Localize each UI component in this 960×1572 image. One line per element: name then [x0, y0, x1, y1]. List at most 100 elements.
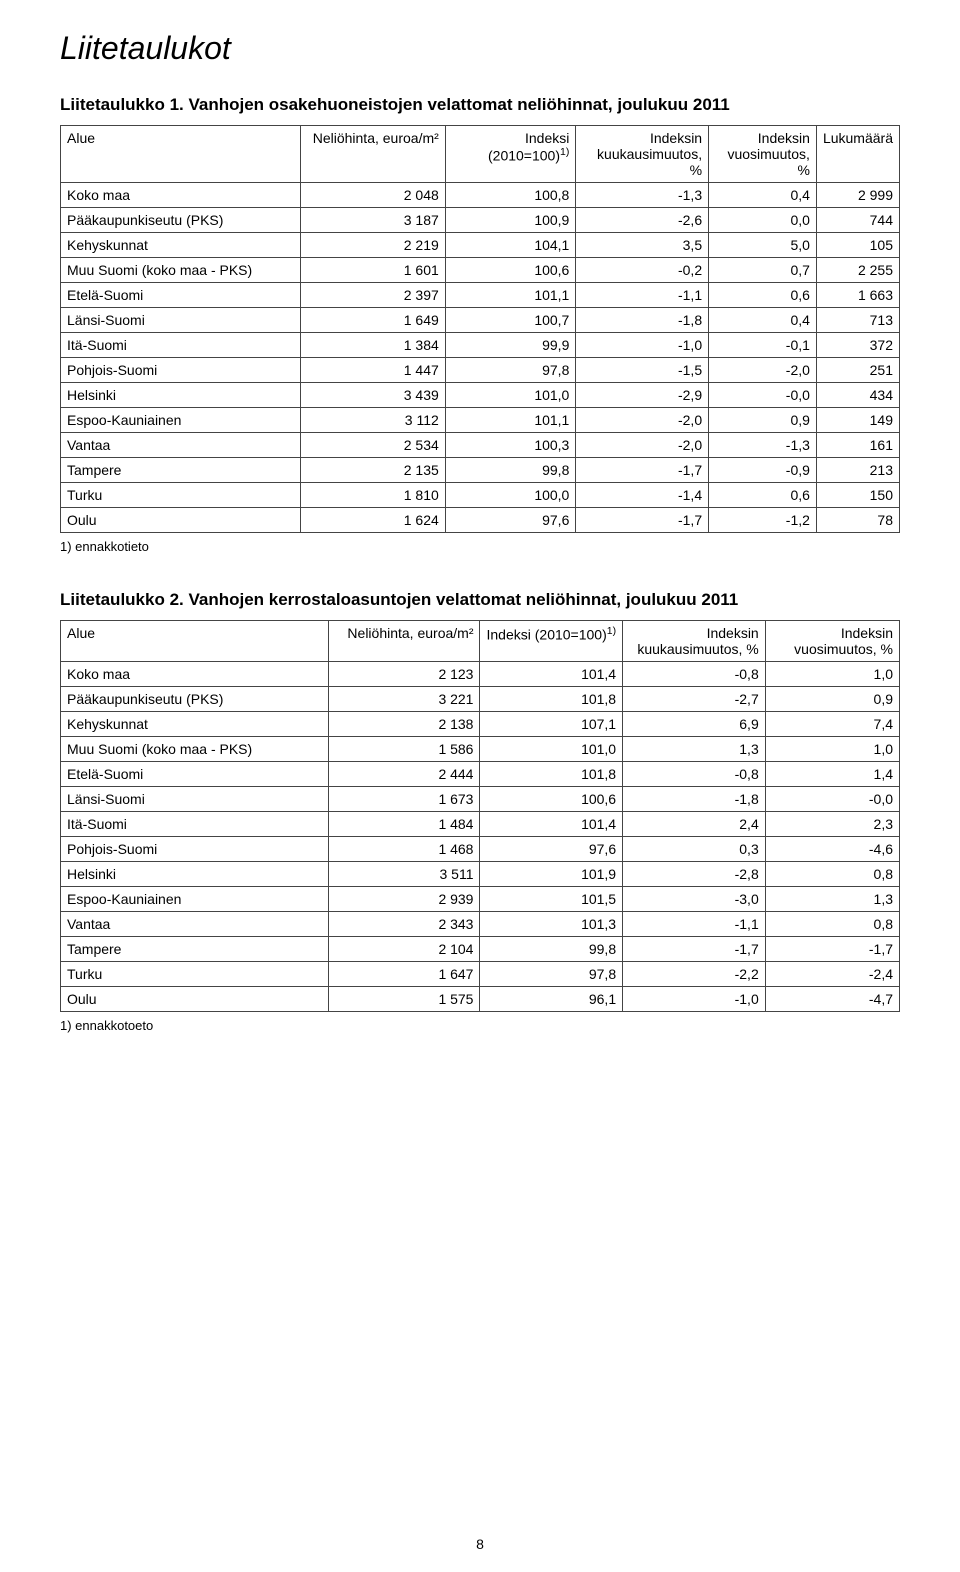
table-cell: Turku: [61, 962, 329, 987]
table-row: Muu Suomi (koko maa - PKS)1 601100,6-0,2…: [61, 258, 900, 283]
table-cell: 3 187: [301, 208, 445, 233]
table-cell: -0,1: [709, 333, 817, 358]
table-cell: 101,1: [445, 283, 576, 308]
table-cell: 5,0: [709, 233, 817, 258]
table-cell: -1,1: [576, 283, 709, 308]
table1-col-alue: Alue: [61, 126, 301, 183]
table-cell: Kehyskunnat: [61, 712, 329, 737]
table-cell: 0,4: [709, 308, 817, 333]
table-cell: 0,4: [709, 183, 817, 208]
table-cell: -1,2: [709, 508, 817, 533]
table-row: Vantaa2 534100,3-2,0-1,3161: [61, 433, 900, 458]
table2-col-vuosi: Indeksin vuosimuutos, %: [765, 621, 899, 662]
table-row: Pääkaupunkiseutu (PKS)3 187100,9-2,60,07…: [61, 208, 900, 233]
page-number: 8: [0, 1536, 960, 1552]
table1-col-kuukausi: Indeksin kuukausimuutos, %: [576, 126, 709, 183]
table-cell: 2 104: [329, 937, 480, 962]
table-cell: 100,9: [445, 208, 576, 233]
table-cell: 1 447: [301, 358, 445, 383]
table-cell: 1 649: [301, 308, 445, 333]
table-row: Länsi-Suomi1 673100,6-1,8-0,0: [61, 787, 900, 812]
table-row: Muu Suomi (koko maa - PKS)1 586101,01,31…: [61, 737, 900, 762]
table-cell: 3 439: [301, 383, 445, 408]
table2-col-indeksi-sup: 1): [607, 625, 616, 637]
table2-col-kuukausi: Indeksin kuukausimuutos, %: [623, 621, 766, 662]
table-row: Helsinki3 439101,0-2,9-0,0434: [61, 383, 900, 408]
table-cell: 101,4: [480, 812, 623, 837]
table-cell: 101,1: [445, 408, 576, 433]
table-cell: 150: [816, 483, 899, 508]
table-cell: 99,8: [480, 937, 623, 962]
table-cell: -2,9: [576, 383, 709, 408]
table-cell: -0,0: [709, 383, 817, 408]
table-cell: 2 397: [301, 283, 445, 308]
table-cell: 2 048: [301, 183, 445, 208]
table-cell: 99,8: [445, 458, 576, 483]
table-cell: 0,6: [709, 483, 817, 508]
table-cell: Länsi-Suomi: [61, 308, 301, 333]
table-cell: 97,6: [445, 508, 576, 533]
table-cell: -1,7: [576, 458, 709, 483]
table-cell: 0,8: [765, 862, 899, 887]
table1: Alue Neliöhinta, euroa/m² Indeksi (2010=…: [60, 125, 900, 533]
table-cell: 372: [816, 333, 899, 358]
table-cell: 2 255: [816, 258, 899, 283]
table-cell: -1,3: [576, 183, 709, 208]
table-cell: 251: [816, 358, 899, 383]
table-row: Kehyskunnat2 138107,16,97,4: [61, 712, 900, 737]
table-cell: Kehyskunnat: [61, 233, 301, 258]
table-cell: 2 138: [329, 712, 480, 737]
table-cell: Koko maa: [61, 183, 301, 208]
table-cell: 744: [816, 208, 899, 233]
table-cell: 97,8: [445, 358, 576, 383]
table-cell: 0,6: [709, 283, 817, 308]
table-cell: Muu Suomi (koko maa - PKS): [61, 737, 329, 762]
table-cell: Länsi-Suomi: [61, 787, 329, 812]
table-cell: -1,4: [576, 483, 709, 508]
table-cell: 1 663: [816, 283, 899, 308]
table-row: Etelä-Suomi2 397101,1-1,10,61 663: [61, 283, 900, 308]
table-cell: 1,0: [765, 662, 899, 687]
table-cell: 434: [816, 383, 899, 408]
table-cell: -1,8: [623, 787, 766, 812]
table-cell: -2,0: [576, 433, 709, 458]
table-cell: 104,1: [445, 233, 576, 258]
table-cell: 161: [816, 433, 899, 458]
table-cell: Turku: [61, 483, 301, 508]
table2-col-indeksi-text: Indeksi (2010=100): [487, 627, 607, 643]
table-cell: 99,9: [445, 333, 576, 358]
table-row: Vantaa2 343101,3-1,10,8: [61, 912, 900, 937]
table-cell: 2 999: [816, 183, 899, 208]
table-cell: Espoo-Kauniainen: [61, 408, 301, 433]
table-cell: 101,8: [480, 687, 623, 712]
table-cell: -1,7: [623, 937, 766, 962]
table1-header-row: Alue Neliöhinta, euroa/m² Indeksi (2010=…: [61, 126, 900, 183]
table-cell: 1,3: [623, 737, 766, 762]
table-cell: 97,6: [480, 837, 623, 862]
table-row: Tampere2 10499,8-1,7-1,7: [61, 937, 900, 962]
table-cell: 100,6: [445, 258, 576, 283]
table-row: Itä-Suomi1 484101,42,42,3: [61, 812, 900, 837]
table-cell: -2,0: [576, 408, 709, 433]
table-cell: 100,0: [445, 483, 576, 508]
table-cell: 3,5: [576, 233, 709, 258]
table-cell: Pohjois-Suomi: [61, 358, 301, 383]
table-cell: 105: [816, 233, 899, 258]
table-cell: Koko maa: [61, 662, 329, 687]
table-cell: -1,3: [709, 433, 817, 458]
table-row: Espoo-Kauniainen2 939101,5-3,01,3: [61, 887, 900, 912]
table-row: Tampere2 13599,8-1,7-0,9213: [61, 458, 900, 483]
table-cell: -2,8: [623, 862, 766, 887]
table-cell: -1,8: [576, 308, 709, 333]
table-cell: -4,6: [765, 837, 899, 862]
table-cell: Etelä-Suomi: [61, 762, 329, 787]
table-cell: 3 511: [329, 862, 480, 887]
table2: Alue Neliöhinta, euroa/m² Indeksi (2010=…: [60, 620, 900, 1012]
table-cell: 213: [816, 458, 899, 483]
table-cell: Espoo-Kauniainen: [61, 887, 329, 912]
table-cell: 2 135: [301, 458, 445, 483]
table-row: Pohjois-Suomi1 46897,60,3-4,6: [61, 837, 900, 862]
table-cell: 1 575: [329, 987, 480, 1012]
table-cell: 101,4: [480, 662, 623, 687]
table-cell: 1,4: [765, 762, 899, 787]
